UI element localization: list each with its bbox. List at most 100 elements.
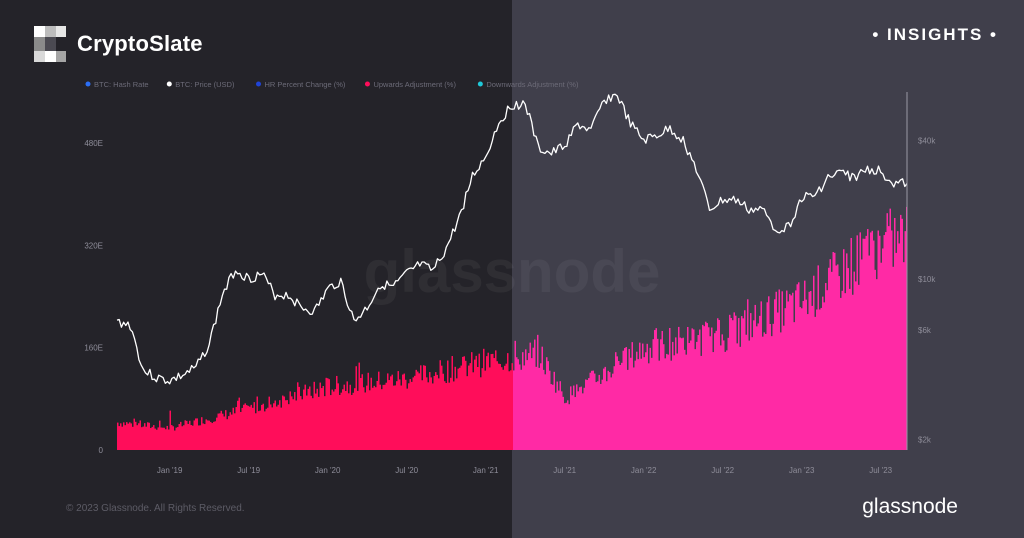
upwards-adjustment-bar	[238, 397, 240, 450]
upwards-adjustment-bar	[187, 423, 189, 450]
upwards-adjustment-bar	[570, 386, 572, 450]
upwards-adjustment-bar	[696, 341, 698, 450]
upwards-adjustment-bar	[600, 383, 602, 450]
upwards-adjustment-bar	[439, 360, 441, 450]
upwards-adjustment-bar	[684, 349, 686, 450]
upwards-adjustment-bar	[442, 373, 444, 450]
upwards-adjustment-bar	[234, 413, 236, 450]
upwards-adjustment-bar	[336, 375, 338, 450]
upwards-adjustment-bar	[741, 316, 743, 450]
upwards-adjustment-bar	[843, 249, 845, 450]
upwards-adjustment-bar	[703, 326, 705, 450]
upwards-adjustment-bar	[631, 342, 633, 450]
upwards-adjustment-bar	[540, 363, 542, 450]
upwards-adjustment-bar	[720, 345, 722, 450]
upwards-adjustment-bar	[210, 421, 212, 450]
upwards-adjustment-bar	[378, 371, 380, 450]
upwards-adjustment-bar	[129, 422, 131, 450]
upwards-adjustment-bar	[645, 352, 647, 450]
upwards-adjustment-bar	[865, 235, 867, 450]
upwards-adjustment-bar	[276, 406, 278, 450]
upwards-adjustment-bar	[291, 396, 293, 450]
upwards-adjustment-bar	[145, 426, 147, 450]
upwards-adjustment-bar	[151, 426, 153, 450]
upwards-adjustment-bar	[508, 371, 510, 450]
y-right-tick-label: $10k	[918, 275, 936, 284]
upwards-adjustment-bar	[807, 314, 809, 450]
upwards-adjustment-bar	[382, 384, 384, 450]
upwards-adjustment-bar	[384, 384, 386, 450]
upwards-adjustment-bar	[354, 388, 356, 450]
upwards-adjustment-bar	[637, 359, 639, 450]
chart-legend: BTC: Hash Rate BTC: Price (USD) HR Percent…	[85, 80, 579, 89]
upwards-adjustment-bar	[418, 373, 420, 450]
upwards-adjustment-bar	[724, 351, 726, 450]
upwards-adjustment-bar	[367, 372, 369, 450]
upwards-adjustment-bar	[475, 355, 477, 450]
upwards-adjustment-bar	[490, 354, 492, 450]
upwards-adjustment-bar	[778, 289, 780, 450]
upwards-adjustment-bar	[838, 276, 840, 450]
upwards-adjustment-bar	[555, 392, 557, 450]
upwards-adjustment-bar	[855, 281, 857, 450]
upwards-adjustment-bar	[814, 316, 816, 450]
upwards-adjustment-bar	[712, 352, 714, 450]
upwards-adjustment-bar	[121, 426, 123, 450]
upwards-adjustment-bar	[568, 404, 570, 450]
legend-label: BTC: Price (USD)	[175, 80, 235, 89]
upwards-adjustment-bar	[171, 425, 173, 450]
upwards-adjustment-bar	[766, 302, 768, 450]
upwards-adjustment-bar	[498, 363, 500, 450]
upwards-adjustment-bar	[156, 429, 158, 450]
upwards-adjustment-bar	[877, 230, 879, 450]
x-tick-label: Jul '23	[869, 466, 892, 475]
upwards-adjustment-bar	[588, 378, 590, 450]
upwards-adjustment-bar	[627, 369, 629, 450]
upwards-adjustment-bar	[622, 350, 624, 450]
upwards-adjustment-bar	[255, 413, 257, 450]
upwards-adjustment-bar	[205, 419, 207, 450]
upwards-adjustment-bar	[856, 235, 858, 450]
upwards-adjustment-bar	[297, 382, 299, 450]
upwards-adjustment-bar	[351, 394, 353, 450]
upwards-adjustment-bar	[744, 310, 746, 450]
upwards-adjustment-bar	[817, 265, 819, 450]
upwards-adjustment-bar	[816, 309, 818, 450]
upwards-adjustment-bar	[774, 299, 776, 450]
upwards-adjustment-bar	[289, 391, 291, 450]
upwards-adjustment-bar	[315, 393, 317, 450]
legend-swatch	[166, 81, 172, 87]
upwards-adjustment-bar	[751, 337, 753, 450]
upwards-adjustment-bar	[678, 326, 680, 450]
x-tick-label: Jul '20	[395, 466, 418, 475]
copyright-text: © 2023 Glassnode. All Rights Reserved.	[66, 503, 245, 514]
upwards-adjustment-bar	[723, 340, 725, 450]
upwards-adjustment-bar	[633, 367, 635, 450]
upwards-adjustment-bar	[798, 282, 800, 450]
upwards-adjustment-bar	[433, 375, 435, 450]
upwards-adjustment-bar	[223, 416, 225, 450]
upwards-adjustment-bar	[499, 363, 501, 450]
upwards-adjustment-bar	[355, 366, 357, 450]
upwards-adjustment-bar	[298, 386, 300, 450]
upwards-adjustment-bar	[204, 424, 206, 450]
upwards-adjustment-bar	[837, 264, 839, 450]
upwards-adjustment-bar	[135, 421, 137, 450]
upwards-adjustment-bar	[679, 337, 681, 450]
upwards-adjustment-bar	[904, 231, 906, 450]
axes: 0 160E 320E 480E $2k $6k $10k $40k Jan '19 Jul '1…	[84, 92, 936, 475]
upwards-adjustment-bar	[589, 372, 591, 450]
upwards-adjustment-bar	[235, 407, 237, 450]
legend-swatch	[364, 81, 370, 87]
upwards-adjustment-bar	[721, 334, 723, 450]
upwards-adjustment-bar	[562, 396, 564, 450]
upwards-adjustment-bar	[402, 374, 404, 450]
upwards-adjustment-bar	[465, 360, 467, 450]
insights-dot-right: •	[990, 25, 998, 44]
upwards-adjustment-bar	[408, 383, 410, 450]
upwards-adjustment-bar	[682, 337, 684, 450]
upwards-adjustment-bar	[813, 275, 815, 450]
upwards-adjustment-bar	[514, 340, 516, 450]
upwards-adjustment-bar	[886, 213, 888, 450]
upwards-adjustment-bar	[775, 291, 777, 450]
